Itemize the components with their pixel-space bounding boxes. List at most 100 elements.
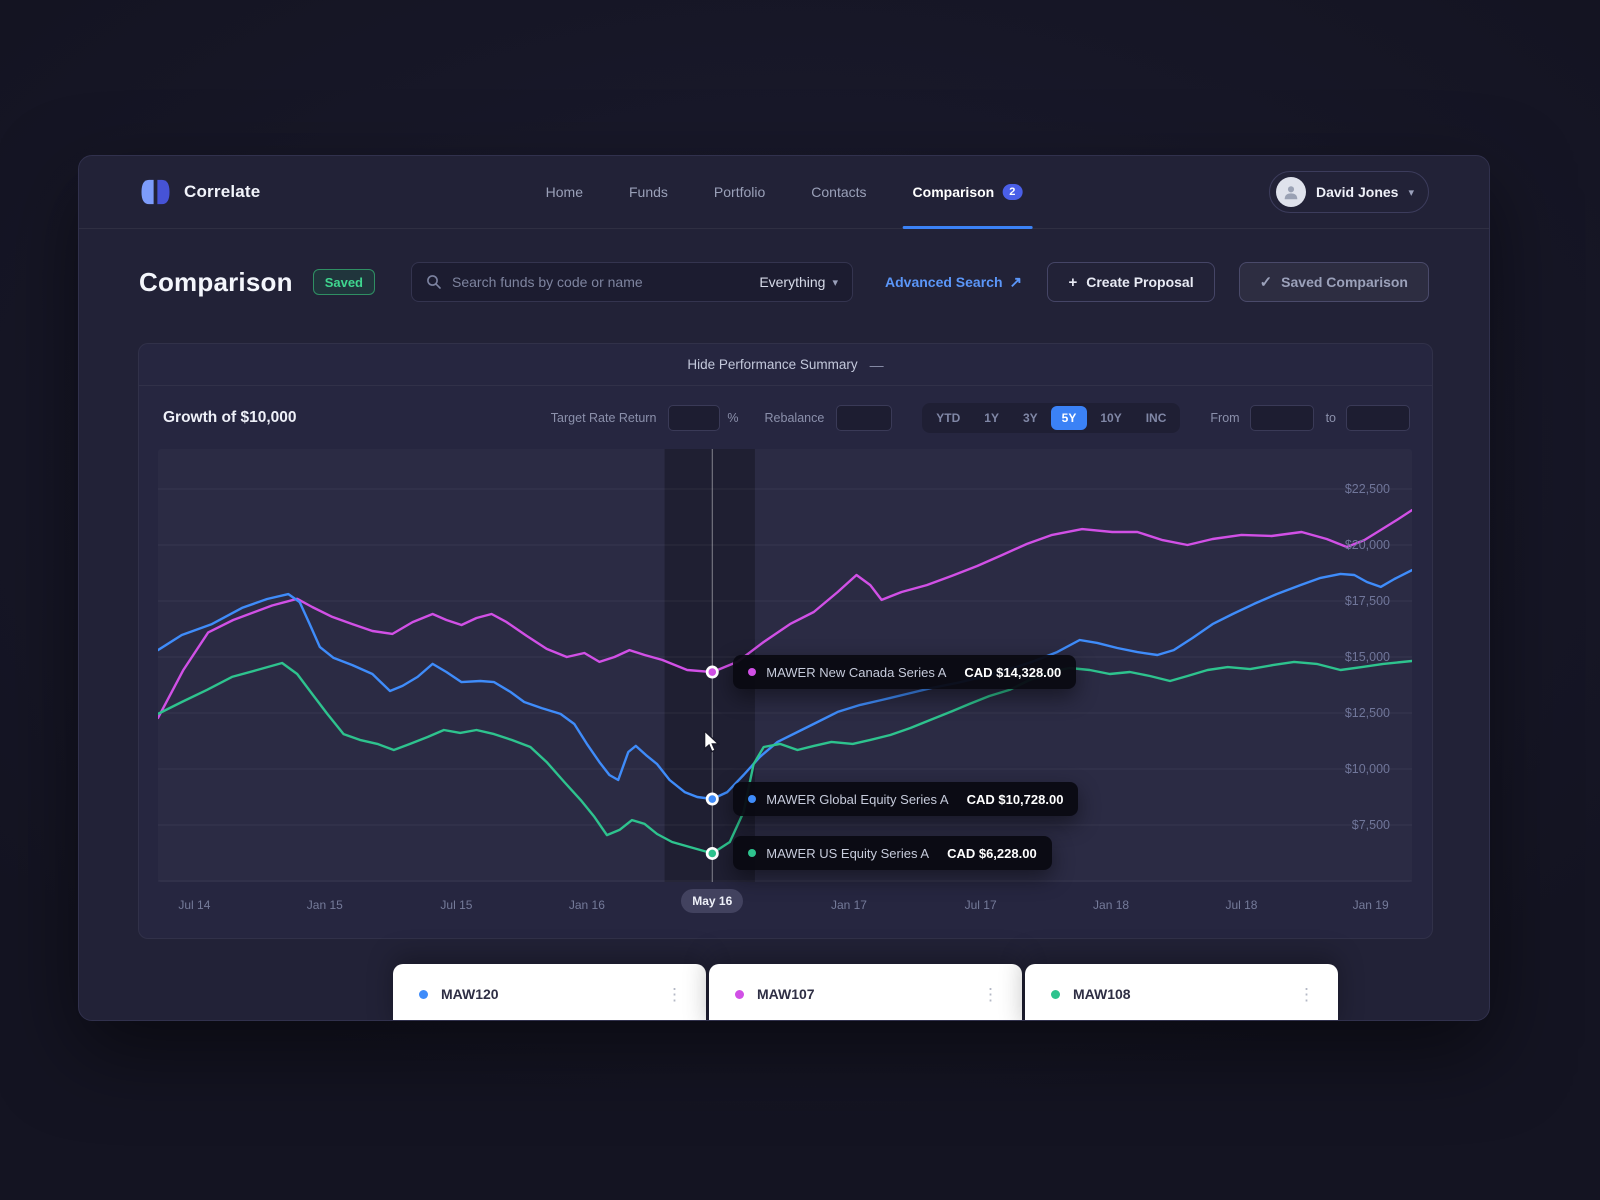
target-rate-label: Target Rate Return (550, 411, 657, 425)
app-logo: Correlate (139, 178, 260, 206)
y-axis-label: $22,500 (1345, 482, 1390, 496)
saved-comparison-button[interactable]: ✓ Saved Comparison (1238, 262, 1429, 302)
range-selector: YTD 1Y 3Y 5Y 10Y INC (922, 403, 1181, 433)
x-tick: Jan 15 (306, 898, 343, 912)
search-input[interactable] (452, 274, 738, 290)
fund-code: MAW107 (757, 986, 815, 1002)
x-tick: Jan 19 (1352, 898, 1389, 912)
saved-comparison-label: Saved Comparison (1281, 274, 1408, 290)
search-filter-dropdown[interactable]: Everything ▾ (747, 274, 838, 290)
y-axis-label: $10,000 (1345, 762, 1390, 776)
range-5y[interactable]: 5Y (1050, 406, 1088, 430)
percent-unit: % (727, 411, 739, 425)
y-axis-label: $12,500 (1345, 706, 1390, 720)
fund-card[interactable]: MAW120 ⋮ (393, 964, 706, 1020)
fund-color-dot (1051, 989, 1060, 999)
header-actions: + Create Proposal ✓ Saved Comparison (1047, 262, 1429, 302)
app-window: Correlate Home Funds Portfolio Contacts … (78, 155, 1490, 1021)
chevron-down-icon: ▾ (832, 276, 838, 289)
hide-summary-toggle[interactable]: Hide Performance Summary — (139, 344, 1432, 386)
fund-card[interactable]: MAW108 ⋮ (1025, 964, 1338, 1020)
nav-item-contacts[interactable]: Contacts (811, 156, 866, 228)
main-nav: Home Funds Portfolio Contacts Comparison… (546, 156, 1033, 229)
from-label: From (1210, 411, 1240, 425)
user-name: David Jones (1315, 184, 1399, 200)
x-tick: Jul 17 (964, 898, 997, 912)
y-axis-label: $17,500 (1345, 594, 1390, 608)
date-from-input[interactable] (1249, 405, 1314, 431)
growth-title: Growth of $10,000 (163, 409, 297, 426)
growth-chart[interactable]: $22,500 $20,000 $17,500 $15,000 $12,500 $10,0… (158, 449, 1412, 882)
top-bar: Correlate Home Funds Portfolio Contacts … (79, 156, 1489, 229)
kebab-menu-icon[interactable]: ⋮ (1298, 984, 1316, 1004)
nav-item-home[interactable]: Home (546, 156, 583, 228)
y-axis-label: $20,000 (1345, 538, 1390, 552)
avatar (1275, 177, 1306, 207)
search-icon (427, 275, 441, 289)
performance-summary-panel: Hide Performance Summary — Growth of $10… (138, 343, 1433, 939)
date-to-input[interactable] (1346, 405, 1410, 431)
fund-code: MAW108 (1073, 986, 1131, 1002)
plot-background (158, 449, 1412, 882)
series-line-1 (158, 568, 1412, 801)
fund-color-dot (735, 989, 744, 999)
rebalance-input[interactable] (836, 405, 893, 431)
growth-chart-svg[interactable]: $22,500 $20,000 $17,500 $15,000 $12,500 $10,0… (158, 449, 1412, 882)
range-10y[interactable]: 10Y (1089, 406, 1132, 430)
x-tick: Jan 16 (568, 898, 605, 912)
nav-label: Comparison (912, 184, 995, 200)
hide-summary-label: Hide Performance Summary (687, 357, 858, 372)
page-header: Comparison Saved Everything ▾ Advanced S… (79, 262, 1489, 302)
nav-label: Home (545, 184, 584, 200)
user-menu[interactable]: David Jones ▾ (1268, 171, 1429, 213)
x-tick-highlight: May 16 (681, 889, 744, 913)
check-icon: ✓ (1259, 273, 1273, 291)
person-icon (1284, 186, 1298, 200)
range-inc[interactable]: INC (1135, 406, 1178, 430)
x-axis: Jul 14 Jan 15 Jul 15 Jan 16 May 16 Jan 17 Jul … (158, 889, 1412, 920)
x-tick: Jul 15 (440, 898, 473, 912)
fund-cards: MAW120 ⋮ MAW107 ⋮ MAW108 ⋮ (393, 964, 1338, 1020)
kebab-menu-icon[interactable]: ⋮ (982, 984, 1000, 1004)
search-bar[interactable]: Everything ▾ (411, 262, 853, 302)
chart-marker (708, 668, 717, 676)
plus-icon: + (1068, 273, 1078, 291)
advanced-search-link[interactable]: Advanced Search ↗ (885, 274, 1022, 290)
chart-marker (708, 849, 717, 858)
range-ytd[interactable]: YTD (925, 406, 971, 430)
x-tick: Jan 17 (830, 898, 867, 912)
range-3y[interactable]: 3Y (1012, 406, 1049, 430)
x-tick: Jul 18 (1225, 898, 1258, 912)
kebab-menu-icon[interactable]: ⋮ (666, 984, 684, 1004)
advanced-search-label: Advanced Search (885, 274, 1003, 290)
nav-item-funds[interactable]: Funds (629, 156, 668, 228)
create-proposal-button[interactable]: + Create Proposal (1047, 262, 1215, 302)
nav-item-comparison[interactable]: Comparison 2 (902, 156, 1033, 229)
external-arrow-icon: ↗ (1009, 273, 1023, 291)
fund-card[interactable]: MAW107 ⋮ (709, 964, 1022, 1020)
fund-code: MAW120 (441, 986, 499, 1002)
logo-icon (141, 179, 170, 205)
rebalance-label: Rebalance (764, 411, 825, 425)
chart-controls: Growth of $10,000 Target Rate Return % R… (163, 400, 1410, 436)
x-tick: Jan 18 (1093, 898, 1130, 912)
target-rate-input[interactable] (668, 405, 721, 431)
saved-status-badge: Saved (312, 269, 375, 295)
nav-label: Contacts (811, 184, 867, 200)
nav-item-portfolio[interactable]: Portfolio (714, 156, 765, 228)
to-label: to (1325, 411, 1336, 425)
brand-name: Correlate (184, 182, 261, 201)
page-title: Comparison (139, 266, 293, 297)
search-filter-value: Everything (759, 274, 826, 290)
y-axis-label: $7,500 (1352, 818, 1390, 832)
y-axis-label: $15,000 (1345, 650, 1390, 664)
nav-badge: 2 (1002, 184, 1023, 200)
chevron-down-icon: ▾ (1408, 186, 1414, 199)
fund-color-dot (419, 989, 428, 999)
nav-label: Portfolio (713, 184, 766, 200)
x-tick: Jul 14 (178, 898, 211, 912)
range-1y[interactable]: 1Y (973, 406, 1010, 430)
minus-icon: — (869, 356, 884, 373)
chart-marker (708, 795, 717, 803)
create-proposal-label: Create Proposal (1086, 274, 1194, 290)
